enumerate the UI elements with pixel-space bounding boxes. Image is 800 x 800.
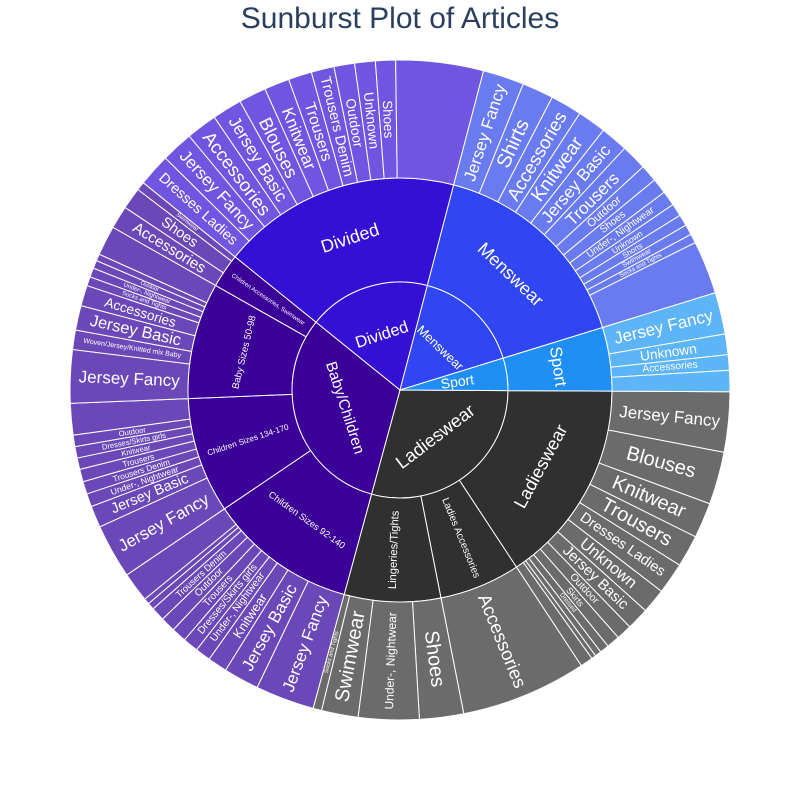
sector-sport-sport-small-3[interactable] bbox=[611, 369, 731, 393]
chart-title: Sunburst Plot of Articles bbox=[240, 2, 560, 35]
